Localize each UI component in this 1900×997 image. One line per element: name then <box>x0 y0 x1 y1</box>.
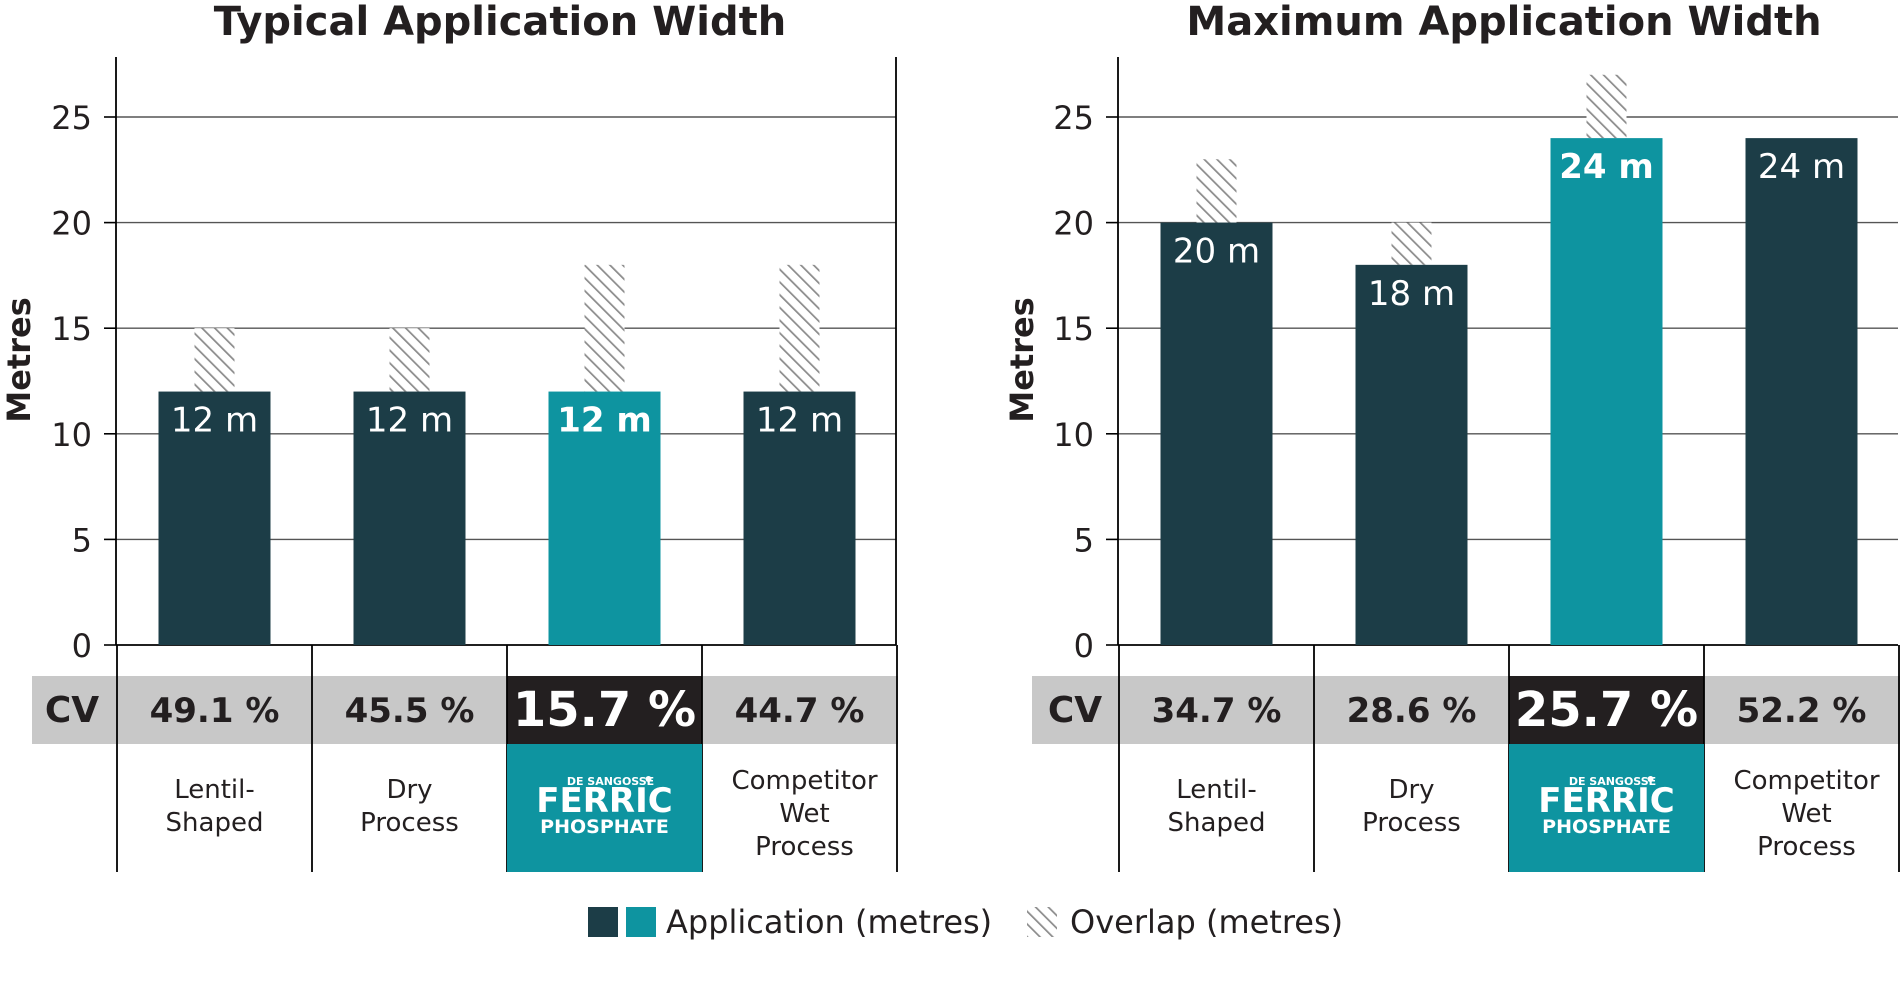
category-label: Dry <box>386 775 432 805</box>
cv-value: 44.7 % <box>735 691 865 731</box>
cv-label: CV <box>45 690 99 731</box>
brand-top-text: DE SANGOSSE <box>1569 775 1656 788</box>
bar-data-label: 12 m <box>557 401 652 441</box>
bar-data-label: 20 m <box>1173 232 1260 272</box>
y-tick-label: 0 <box>72 627 92 665</box>
cv-value: 15.7 % <box>513 682 696 738</box>
legend-swatch-dark <box>588 907 618 937</box>
category-label: Wet <box>1781 799 1831 829</box>
y-tick-label: 20 <box>1053 205 1094 243</box>
bar-data-label: 12 m <box>756 401 843 441</box>
brand-dot-icon <box>645 776 652 782</box>
y-tick-label: 20 <box>51 205 92 243</box>
category-label: Lentil- <box>174 775 255 805</box>
brand-line2: PHOSPHATE <box>1542 816 1671 838</box>
y-tick-label: 25 <box>51 99 92 137</box>
legend-application-label: Application (metres) <box>666 903 992 941</box>
cv-band <box>1032 676 1900 744</box>
bar-data-label: 24 m <box>1559 147 1654 187</box>
brand-line1: FERRIC <box>1538 781 1674 821</box>
overlap-bar <box>1391 222 1432 265</box>
y-tick-label: 25 <box>1053 99 1094 137</box>
bar-data-label: 12 m <box>366 401 453 441</box>
cv-value: 52.2 % <box>1737 691 1867 731</box>
legend-swatch-overlap <box>1027 907 1057 937</box>
legend-swatch-teal <box>626 907 656 937</box>
application-bar <box>1160 222 1273 645</box>
category-label: Process <box>1757 832 1856 862</box>
category-label: Process <box>755 832 854 862</box>
cv-highlight-cell <box>1509 676 1704 744</box>
y-tick-label: 10 <box>51 416 92 454</box>
cv-label: CV <box>1048 690 1102 731</box>
application-bar <box>158 391 271 645</box>
application-bar <box>353 391 466 645</box>
application-bar <box>548 391 661 645</box>
chart-title: Typical Application Width <box>214 0 786 45</box>
legend-overlap-label: Overlap (metres) <box>1070 903 1343 941</box>
overlap-bar <box>584 264 625 392</box>
brand-line1: FERRIC <box>536 781 672 821</box>
category-label: Competitor <box>1733 766 1879 796</box>
category-label: Wet <box>779 799 829 829</box>
overlap-bar <box>779 264 820 392</box>
brand-top-text: DE SANGOSSE <box>567 775 654 788</box>
application-bar <box>1745 138 1858 645</box>
category-label: Shaped <box>166 808 264 838</box>
overlap-bar <box>194 328 235 392</box>
y-axis-label: Metres <box>1003 297 1041 422</box>
chart-title: Maximum Application Width <box>1186 0 1821 45</box>
cv-band <box>32 676 898 744</box>
y-axis-label: Metres <box>0 297 38 422</box>
cv-value: 34.7 % <box>1152 691 1282 731</box>
category-label: Shaped <box>1168 808 1266 838</box>
category-label: Process <box>360 808 459 838</box>
brand-dot-icon <box>1647 776 1654 782</box>
category-label: Process <box>1362 808 1461 838</box>
y-tick-label: 0 <box>1074 627 1094 665</box>
bar-data-label: 12 m <box>171 401 258 441</box>
cv-value: 49.1 % <box>150 691 280 731</box>
bar-data-label: 18 m <box>1368 274 1455 314</box>
overlap-bar <box>1586 74 1627 139</box>
cv-value: 45.5 % <box>345 691 475 731</box>
overlap-bar <box>1196 159 1237 223</box>
y-tick-label: 15 <box>51 310 92 348</box>
y-tick-label: 10 <box>1053 416 1094 454</box>
y-tick-label: 5 <box>72 521 92 559</box>
cv-highlight-cell <box>507 676 702 744</box>
cv-value: 25.7 % <box>1515 682 1698 738</box>
overlap-bar <box>389 328 430 392</box>
brand-logo-panel <box>507 744 702 872</box>
category-label: Dry <box>1388 775 1434 805</box>
bar-data-label: 24 m <box>1758 147 1845 187</box>
application-bar <box>1355 264 1468 645</box>
brand-line2: PHOSPHATE <box>540 816 669 838</box>
y-tick-label: 15 <box>1053 310 1094 348</box>
category-label: Competitor <box>731 766 877 796</box>
chart-panel-2: Maximum Application Width Metres 0 5 10 15 20 2… <box>1003 0 1900 872</box>
legend: Application (metres) Overlap (metres) <box>588 903 1343 941</box>
application-bar <box>1550 138 1663 645</box>
y-tick-label: 5 <box>1074 521 1094 559</box>
cv-value: 28.6 % <box>1347 691 1477 731</box>
brand-logo-panel <box>1509 744 1704 872</box>
category-label: Lentil- <box>1176 775 1257 805</box>
application-bar <box>743 391 856 645</box>
chart-panel-1: Typical Application Width Metres 0 5 10 15 20 2… <box>0 0 898 872</box>
